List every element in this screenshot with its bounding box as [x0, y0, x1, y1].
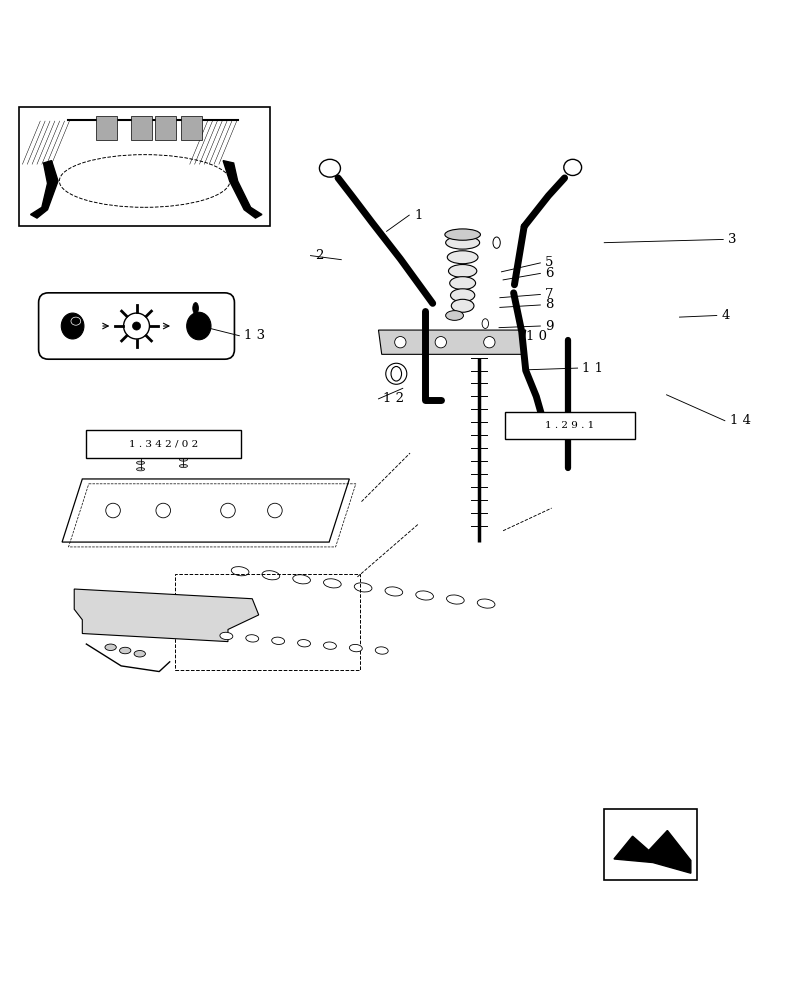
FancyBboxPatch shape [504, 412, 634, 439]
Text: 1 4: 1 4 [729, 414, 749, 427]
Text: 2: 2 [315, 249, 324, 262]
Ellipse shape [187, 312, 211, 340]
Text: 6: 6 [544, 267, 553, 280]
Bar [603, 809, 697, 880]
Text: 7: 7 [544, 288, 553, 301]
Ellipse shape [192, 303, 198, 314]
Text: 1 2: 1 2 [383, 392, 404, 405]
Ellipse shape [246, 635, 259, 642]
Ellipse shape [179, 464, 187, 468]
Ellipse shape [105, 644, 116, 651]
Circle shape [221, 503, 235, 518]
Text: 1 0: 1 0 [525, 330, 546, 343]
Ellipse shape [179, 445, 187, 448]
Circle shape [132, 322, 140, 330]
Ellipse shape [445, 311, 463, 320]
Ellipse shape [349, 644, 362, 652]
Text: 9: 9 [544, 320, 553, 333]
Ellipse shape [136, 448, 144, 451]
Ellipse shape [492, 237, 500, 248]
Ellipse shape [449, 277, 475, 290]
Bar [175, 574, 359, 670]
Ellipse shape [61, 313, 84, 339]
Bar [96, 116, 117, 140]
Bar [155, 116, 176, 140]
Ellipse shape [71, 317, 80, 325]
Ellipse shape [444, 229, 480, 240]
Ellipse shape [451, 299, 474, 312]
Ellipse shape [179, 458, 187, 461]
FancyBboxPatch shape [86, 430, 241, 458]
Ellipse shape [319, 159, 340, 177]
FancyBboxPatch shape [39, 293, 234, 359]
Circle shape [435, 337, 446, 348]
Circle shape [483, 337, 495, 348]
Ellipse shape [447, 251, 478, 264]
Bar [181, 116, 202, 140]
Text: 1 3: 1 3 [244, 329, 265, 342]
Circle shape [394, 337, 406, 348]
Ellipse shape [136, 455, 144, 458]
Ellipse shape [391, 366, 401, 381]
Polygon shape [31, 161, 58, 218]
Ellipse shape [450, 289, 474, 302]
Ellipse shape [323, 642, 336, 649]
Ellipse shape [482, 319, 488, 328]
Circle shape [385, 363, 406, 384]
Text: 8: 8 [544, 298, 553, 311]
Text: 1 . 2 9 . 1: 1 . 2 9 . 1 [544, 421, 594, 430]
Circle shape [268, 503, 282, 518]
Bar [19, 107, 270, 226]
Text: 1: 1 [414, 209, 422, 222]
Ellipse shape [272, 637, 284, 644]
Polygon shape [74, 589, 259, 642]
Ellipse shape [297, 640, 310, 647]
Ellipse shape [179, 451, 187, 455]
Bar [131, 116, 152, 140]
Ellipse shape [220, 632, 233, 640]
Ellipse shape [119, 647, 131, 654]
Ellipse shape [136, 461, 144, 464]
Text: 5: 5 [544, 256, 553, 269]
Polygon shape [613, 830, 690, 873]
Polygon shape [223, 161, 262, 218]
Polygon shape [62, 479, 349, 542]
Ellipse shape [445, 236, 479, 249]
Polygon shape [378, 330, 525, 354]
Ellipse shape [134, 651, 145, 657]
Text: 1 1: 1 1 [581, 362, 603, 375]
Ellipse shape [375, 647, 388, 654]
Text: 4: 4 [721, 309, 729, 322]
Text: 1 . 3 4 2 / 0 2: 1 . 3 4 2 / 0 2 [129, 440, 198, 449]
Ellipse shape [136, 468, 144, 471]
Ellipse shape [448, 265, 476, 277]
Ellipse shape [563, 159, 581, 176]
Text: 3: 3 [727, 233, 736, 246]
Circle shape [105, 503, 120, 518]
Circle shape [156, 503, 170, 518]
